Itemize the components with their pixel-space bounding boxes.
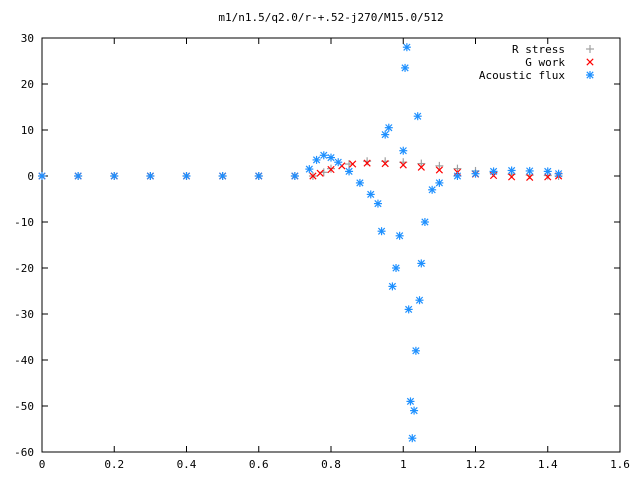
y-tick-label: 30 <box>21 32 34 45</box>
x-tick-label: 1.4 <box>538 458 558 471</box>
x-tick-label: 0.2 <box>104 458 124 471</box>
axis-ticks: 0 0.2 0.4 0.6 0.8 1 1.2 1.4 1.6 30 20 10 0 -10 -20 -30 -… <box>14 32 630 471</box>
data-point <box>415 296 424 305</box>
data-point <box>316 169 324 177</box>
y-tick-label: 0 <box>27 170 34 183</box>
data-point <box>417 159 426 168</box>
data-point <box>401 63 410 72</box>
y-tick-label: -50 <box>14 400 34 413</box>
data-point <box>489 167 498 176</box>
data-point <box>345 167 354 176</box>
data-point <box>435 161 444 170</box>
legend-marker <box>586 71 594 79</box>
data-point <box>319 151 328 160</box>
data-point <box>404 305 413 314</box>
data-point <box>399 146 408 155</box>
data-point <box>363 157 372 166</box>
data-point <box>363 159 371 167</box>
x-tick-label: 0.4 <box>177 458 197 471</box>
data-point <box>453 164 462 173</box>
data-point <box>435 178 444 187</box>
data-point <box>290 172 299 180</box>
x-tick-label: 1.6 <box>610 458 630 471</box>
data-point <box>507 166 516 175</box>
series-acoustic-flux <box>38 43 563 443</box>
data-point <box>471 169 480 178</box>
legend-marker <box>586 58 594 66</box>
data-point <box>355 178 364 187</box>
data-point <box>182 172 191 180</box>
data-point <box>417 259 426 268</box>
data-point <box>366 190 375 199</box>
data-point <box>110 172 119 180</box>
chart-title: m1/n1.5/q2.0/r-+.52-j270/M15.0/512 <box>218 11 443 24</box>
legend-label: G work <box>525 56 565 69</box>
data-point <box>406 397 415 406</box>
data-point <box>74 172 83 180</box>
data-point <box>410 406 419 415</box>
data-point <box>453 172 462 180</box>
y-tick-label: -10 <box>14 216 34 229</box>
data-point <box>388 282 397 291</box>
data-point <box>428 185 437 194</box>
x-tick-label: 0.6 <box>249 458 269 471</box>
data-marks <box>38 43 563 443</box>
data-point <box>392 264 401 272</box>
data-point <box>526 173 534 182</box>
data-point <box>146 172 155 180</box>
data-point <box>381 130 390 139</box>
x-tick-label: 0 <box>39 458 46 471</box>
y-tick-label: 10 <box>21 124 34 137</box>
y-tick-label: -30 <box>14 308 34 321</box>
data-point <box>38 172 46 180</box>
data-point <box>395 231 404 240</box>
data-point <box>408 434 417 443</box>
x-tick-label: 1 <box>400 458 407 471</box>
data-point <box>508 173 516 181</box>
data-point <box>411 346 420 355</box>
data-point <box>377 227 386 236</box>
data-point <box>305 165 314 174</box>
data-point <box>525 166 534 175</box>
data-point <box>399 161 407 169</box>
data-point <box>420 218 429 226</box>
data-point <box>334 158 343 167</box>
data-point <box>349 160 357 168</box>
data-point <box>218 172 227 180</box>
legend-marker <box>586 45 594 53</box>
data-point <box>554 169 563 178</box>
data-point <box>544 173 552 181</box>
data-point <box>402 43 411 52</box>
y-tick-label: -20 <box>14 262 34 275</box>
data-point <box>417 163 425 171</box>
x-tick-label: 1.2 <box>466 458 486 471</box>
series-g-work <box>38 159 563 182</box>
data-point <box>254 172 263 180</box>
data-point <box>413 112 422 121</box>
y-tick-label: -40 <box>14 354 34 367</box>
plot-frame <box>41 37 621 453</box>
data-point <box>327 164 335 173</box>
data-point <box>327 165 335 174</box>
y-tick-label: -60 <box>14 446 34 459</box>
data-point <box>384 123 393 132</box>
data-point <box>373 199 382 208</box>
data-point <box>327 153 335 162</box>
data-point <box>543 167 552 176</box>
legend-label: R stress <box>512 43 565 56</box>
data-point <box>435 166 443 174</box>
y-tick-label: 20 <box>21 78 34 91</box>
data-point <box>345 160 354 169</box>
legend-label: Acoustic flux <box>479 69 565 82</box>
data-point <box>381 159 389 168</box>
data-point <box>312 155 321 164</box>
data-point <box>309 172 317 180</box>
x-tick-label: 0.8 <box>321 458 341 471</box>
